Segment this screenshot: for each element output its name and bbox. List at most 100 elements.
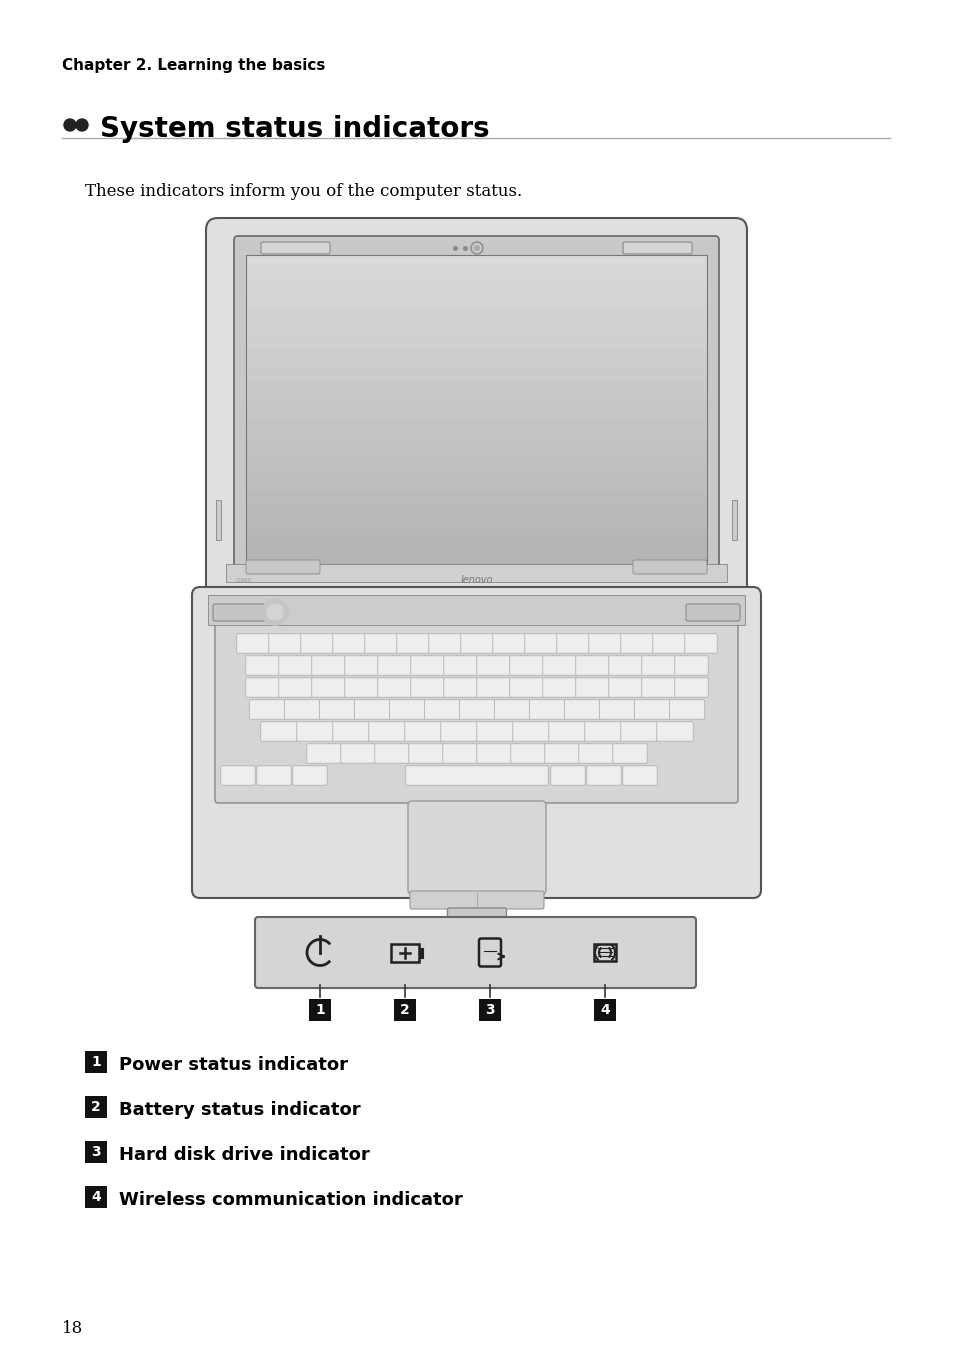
FancyBboxPatch shape xyxy=(524,634,557,653)
Text: 2: 2 xyxy=(399,1003,410,1017)
Text: These indicators inform you of the computer status.: These indicators inform you of the compu… xyxy=(85,183,521,200)
FancyBboxPatch shape xyxy=(364,634,396,653)
FancyBboxPatch shape xyxy=(375,744,409,763)
FancyBboxPatch shape xyxy=(548,722,584,741)
FancyBboxPatch shape xyxy=(598,700,634,719)
Bar xyxy=(246,492,706,503)
FancyBboxPatch shape xyxy=(684,634,717,653)
FancyBboxPatch shape xyxy=(476,677,510,698)
FancyBboxPatch shape xyxy=(588,634,620,653)
Bar xyxy=(246,400,706,410)
Bar xyxy=(478,999,500,1021)
FancyBboxPatch shape xyxy=(411,677,444,698)
FancyBboxPatch shape xyxy=(641,677,675,698)
FancyBboxPatch shape xyxy=(293,765,327,786)
FancyBboxPatch shape xyxy=(513,722,549,741)
Bar xyxy=(246,523,706,534)
Text: 1: 1 xyxy=(314,1003,325,1017)
FancyBboxPatch shape xyxy=(440,722,476,741)
Bar xyxy=(594,999,616,1021)
Bar xyxy=(246,483,706,492)
FancyBboxPatch shape xyxy=(584,722,620,741)
FancyBboxPatch shape xyxy=(246,677,279,698)
Bar xyxy=(246,316,706,327)
FancyBboxPatch shape xyxy=(369,722,405,741)
FancyBboxPatch shape xyxy=(408,800,545,894)
FancyBboxPatch shape xyxy=(424,700,459,719)
Bar xyxy=(246,514,706,523)
FancyBboxPatch shape xyxy=(220,765,255,786)
Bar xyxy=(246,338,706,347)
Bar xyxy=(246,327,706,338)
Bar xyxy=(246,452,706,461)
FancyBboxPatch shape xyxy=(669,700,704,719)
Bar xyxy=(731,500,737,539)
FancyBboxPatch shape xyxy=(443,656,476,675)
Bar xyxy=(246,287,706,296)
FancyBboxPatch shape xyxy=(340,744,375,763)
Bar xyxy=(246,545,706,554)
FancyBboxPatch shape xyxy=(249,700,284,719)
Bar xyxy=(208,595,744,625)
Circle shape xyxy=(267,604,283,621)
FancyBboxPatch shape xyxy=(278,656,312,675)
Bar xyxy=(246,461,706,472)
Circle shape xyxy=(262,599,288,625)
FancyBboxPatch shape xyxy=(612,744,646,763)
Bar xyxy=(85,1051,107,1073)
FancyBboxPatch shape xyxy=(509,677,542,698)
Text: Power status indicator: Power status indicator xyxy=(119,1056,348,1073)
Bar xyxy=(246,431,706,441)
Bar xyxy=(85,1186,107,1207)
Bar xyxy=(246,256,706,265)
FancyBboxPatch shape xyxy=(476,656,510,675)
FancyBboxPatch shape xyxy=(578,744,613,763)
Text: Chapter 2. Learning the basics: Chapter 2. Learning the basics xyxy=(62,58,325,73)
Bar xyxy=(246,441,706,452)
FancyBboxPatch shape xyxy=(510,744,544,763)
FancyBboxPatch shape xyxy=(586,765,620,786)
FancyBboxPatch shape xyxy=(284,700,319,719)
FancyBboxPatch shape xyxy=(192,587,760,898)
FancyBboxPatch shape xyxy=(428,634,460,653)
Bar xyxy=(246,534,706,545)
FancyBboxPatch shape xyxy=(564,700,599,719)
FancyBboxPatch shape xyxy=(458,700,495,719)
FancyBboxPatch shape xyxy=(620,634,653,653)
FancyBboxPatch shape xyxy=(206,218,746,602)
Text: 2: 2 xyxy=(91,1101,101,1114)
FancyBboxPatch shape xyxy=(542,656,576,675)
FancyBboxPatch shape xyxy=(544,744,578,763)
Circle shape xyxy=(64,119,76,131)
FancyBboxPatch shape xyxy=(344,677,377,698)
Text: Battery status indicator: Battery status indicator xyxy=(119,1101,360,1119)
FancyBboxPatch shape xyxy=(307,744,341,763)
Bar xyxy=(246,296,706,307)
FancyBboxPatch shape xyxy=(214,625,738,803)
Bar xyxy=(246,420,706,431)
Text: G360: G360 xyxy=(235,577,253,583)
FancyBboxPatch shape xyxy=(396,634,429,653)
FancyBboxPatch shape xyxy=(312,656,345,675)
Bar xyxy=(594,944,616,961)
Text: lenovo: lenovo xyxy=(460,575,493,585)
FancyBboxPatch shape xyxy=(608,677,641,698)
Bar xyxy=(226,564,726,581)
FancyBboxPatch shape xyxy=(634,700,669,719)
Text: 1: 1 xyxy=(91,1055,101,1069)
FancyBboxPatch shape xyxy=(411,656,444,675)
FancyBboxPatch shape xyxy=(296,722,333,741)
FancyBboxPatch shape xyxy=(333,634,365,653)
Bar xyxy=(246,307,706,316)
FancyBboxPatch shape xyxy=(656,722,693,741)
FancyBboxPatch shape xyxy=(260,722,297,741)
FancyBboxPatch shape xyxy=(494,700,529,719)
FancyBboxPatch shape xyxy=(576,677,609,698)
FancyBboxPatch shape xyxy=(233,237,719,579)
FancyBboxPatch shape xyxy=(246,560,319,575)
Bar xyxy=(215,500,221,539)
FancyBboxPatch shape xyxy=(333,722,369,741)
FancyBboxPatch shape xyxy=(620,722,657,741)
Text: 4: 4 xyxy=(599,1003,609,1017)
Text: 3: 3 xyxy=(91,1145,101,1159)
